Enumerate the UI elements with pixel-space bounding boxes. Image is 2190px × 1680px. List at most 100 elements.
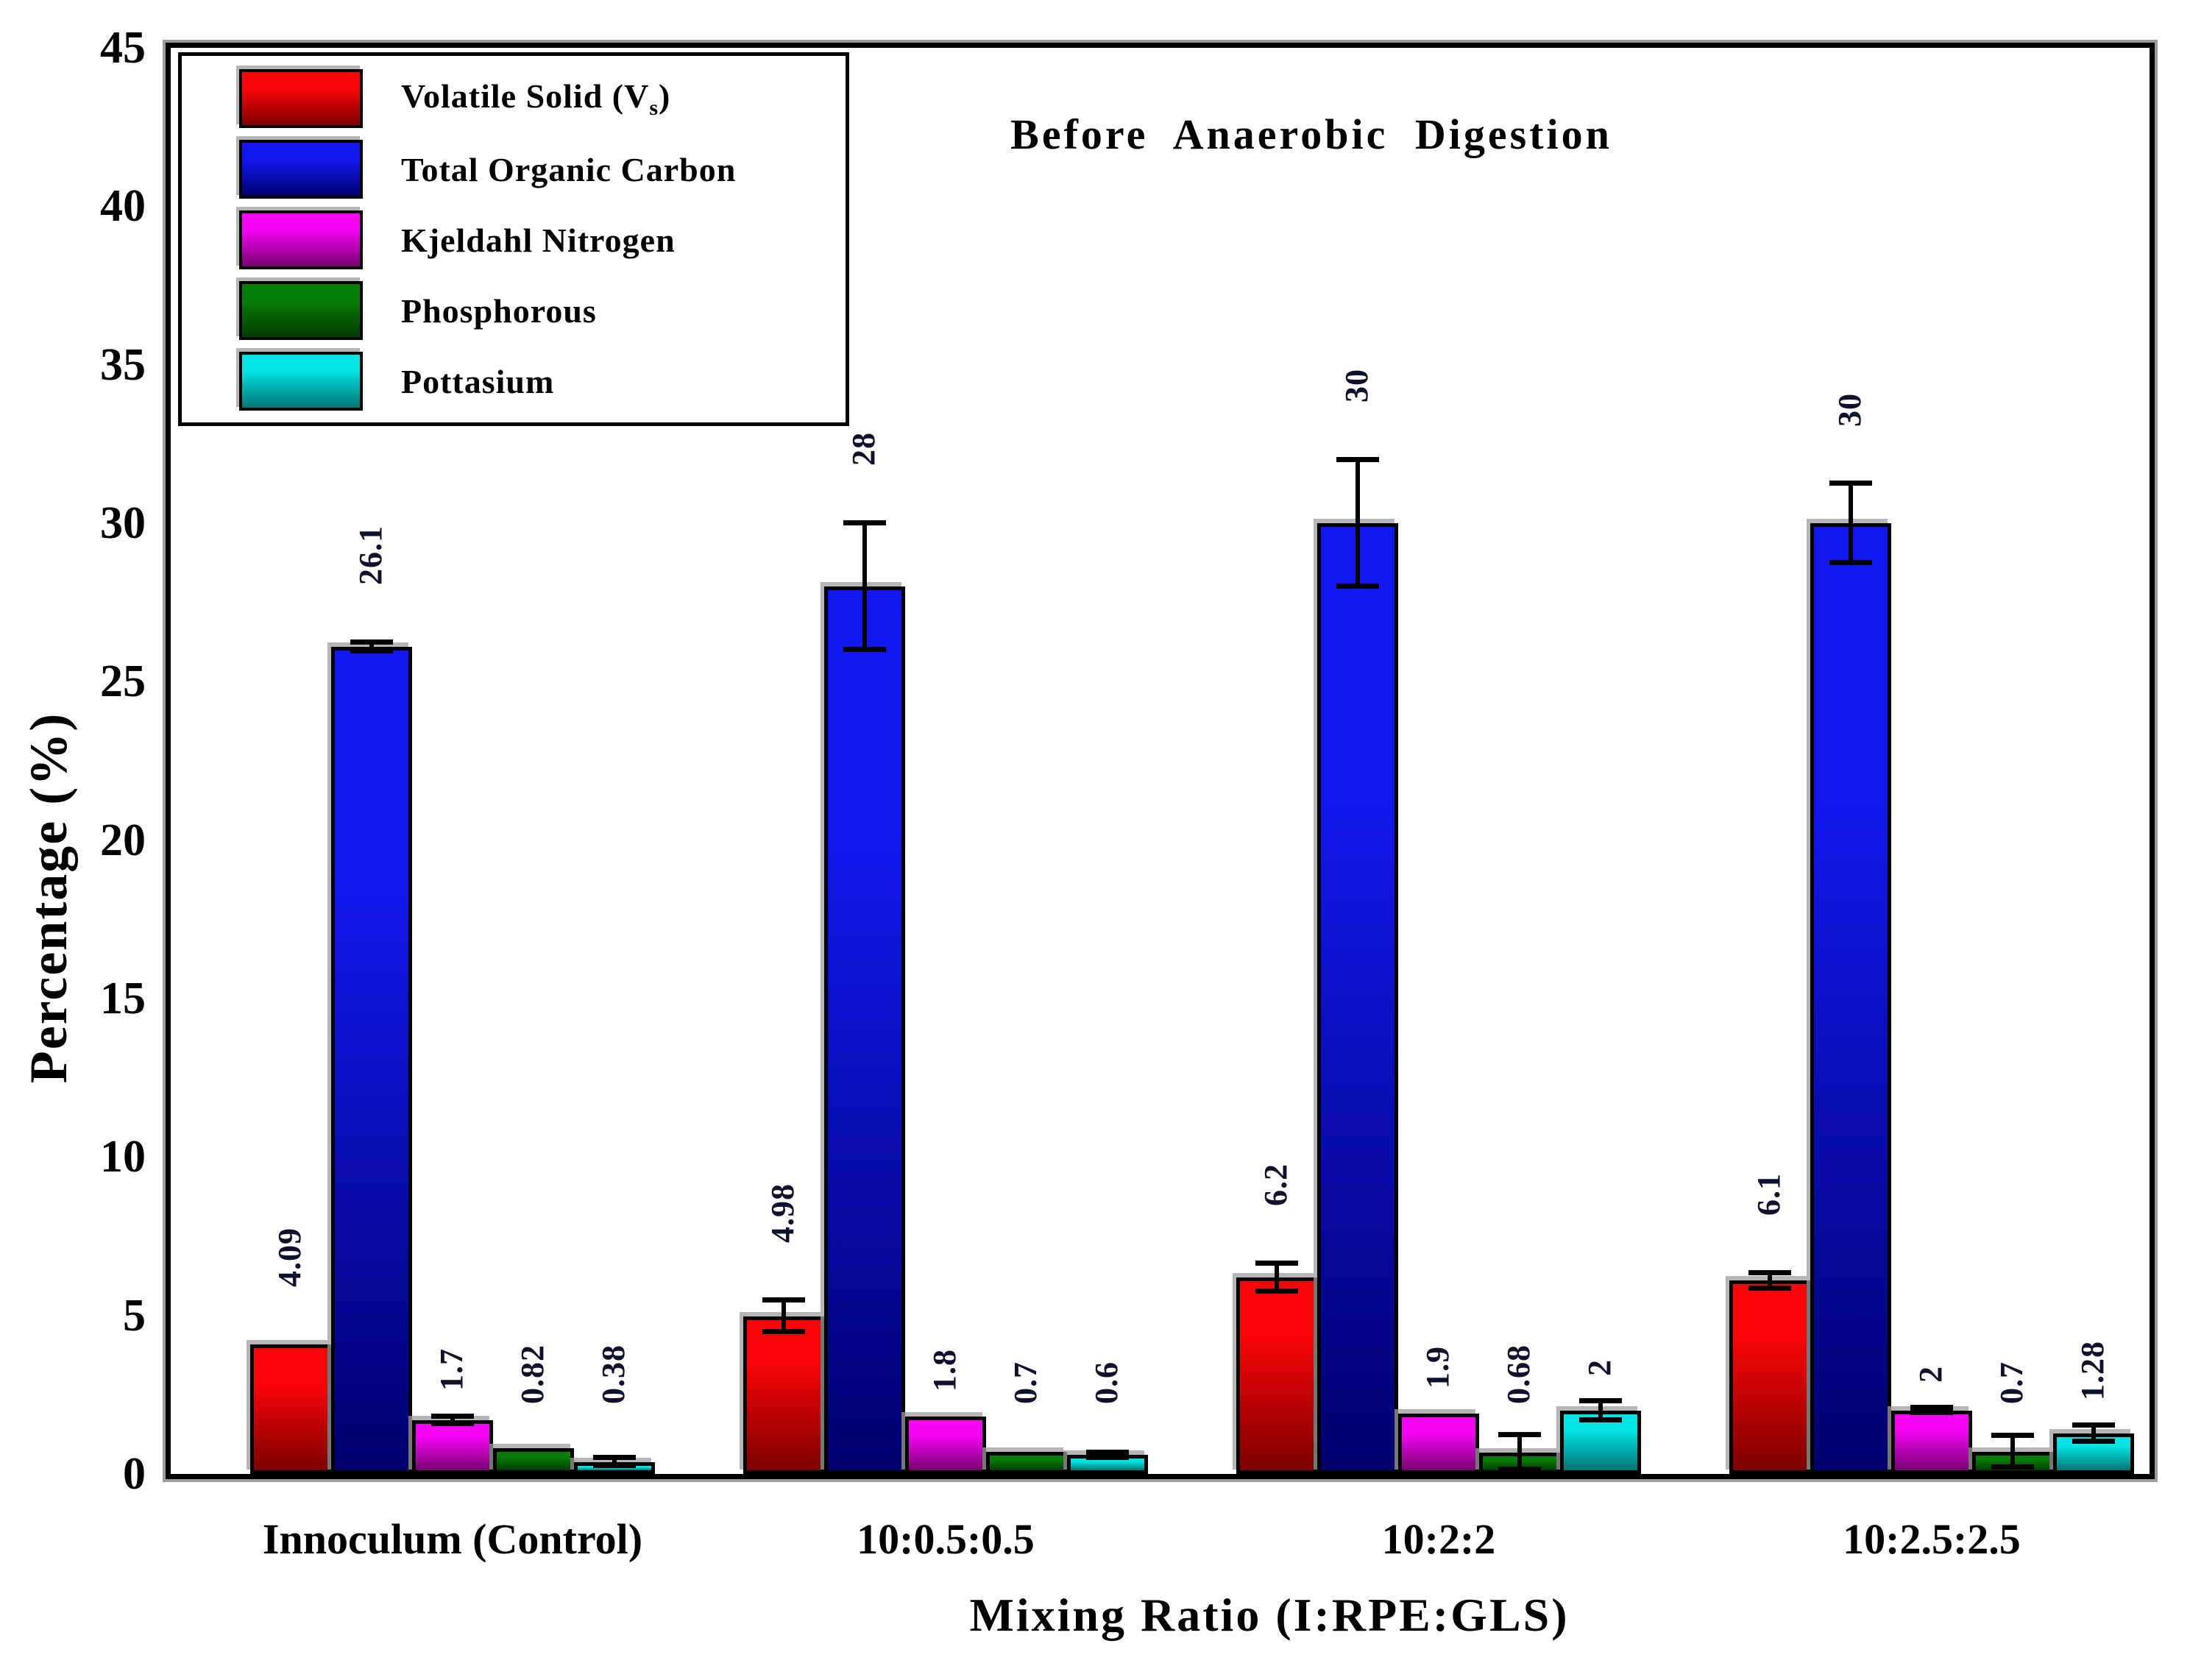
error-bar-cap (1086, 1449, 1129, 1455)
value-label: 0.38 (595, 1344, 631, 1405)
error-bar-cap (1336, 584, 1379, 589)
legend-item: Pottasium (182, 346, 846, 417)
error-bar-cap (593, 1462, 636, 1468)
error-bar-cap (1748, 1286, 1791, 1291)
legend-item: Kjeldahl Nitrogen (182, 205, 846, 275)
bar-volatile-solid-vs-1 (250, 1344, 331, 1474)
value-label: 0.7 (1007, 1361, 1043, 1405)
bar-volatile-solid-vs-4 (1729, 1280, 1810, 1474)
error-bar (862, 523, 867, 651)
bar-total-organic-carbon-2 (824, 586, 905, 1474)
value-label: 6.2 (1258, 1163, 1294, 1207)
bar-total-organic-carbon-1 (331, 646, 412, 1474)
error-bar (1275, 1263, 1279, 1292)
error-bar (2010, 1436, 2015, 1468)
error-bar-cap (1991, 1464, 2034, 1470)
legend-swatch-volatile-solid-vs (239, 69, 363, 128)
error-bar (369, 642, 374, 652)
x-category-label: Innoculum (Control) (262, 1515, 643, 1563)
error-bar (1598, 1400, 1603, 1420)
x-category-label: 10:2:2 (1381, 1515, 1496, 1563)
value-label: 4.98 (765, 1183, 801, 1244)
value-label: 4.09 (272, 1227, 308, 1288)
value-label: 0.6 (1088, 1361, 1124, 1405)
error-bar-cap (350, 648, 393, 654)
value-label: 1.8 (926, 1349, 963, 1392)
bar-kjeldahl-nitrogen-2 (905, 1417, 986, 1474)
bar-total-organic-carbon-3 (1317, 523, 1398, 1474)
error-bar (612, 1458, 617, 1466)
y-tick-label-25: 25 (100, 656, 146, 707)
legend-label: Pottasium (401, 362, 555, 400)
error-bar-cap (1829, 559, 1872, 565)
error-bar-cap (1910, 1410, 1953, 1416)
x-axis-title: Mixing Ratio (I:RPE:GLS) (969, 1589, 1570, 1641)
plot-frame: Before Anaerobic Digestion Volatile Soli… (163, 40, 2158, 1482)
error-bar (2091, 1425, 2096, 1442)
error-bar-cap (1991, 1433, 2034, 1439)
value-label: 1.7 (433, 1348, 469, 1392)
error-bar-cap (2072, 1438, 2115, 1444)
value-label: 0.82 (514, 1344, 550, 1405)
y-tick-label-0: 0 (123, 1449, 146, 1499)
value-label: 0.68 (1500, 1344, 1537, 1405)
bar-phosphorous-2 (986, 1451, 1067, 1474)
value-label: 6.1 (1751, 1173, 1787, 1216)
error-bar-cap (1829, 481, 1872, 486)
legend-swatch-kjeldahl-nitrogen (239, 210, 363, 269)
legend-item: Phosphorous (182, 275, 846, 346)
y-tick-label-40: 40 (100, 181, 146, 232)
bar-kjeldahl-nitrogen-4 (1891, 1410, 1972, 1474)
error-bar-cap (431, 1413, 474, 1419)
y-tick-label-20: 20 (100, 815, 146, 865)
legend-label: Kjeldahl Nitrogen (401, 221, 676, 259)
legend-label: Total Organic Carbon (401, 150, 737, 188)
value-label: 30 (1339, 369, 1375, 403)
error-bar-cap (1579, 1417, 1622, 1422)
value-label: 28 (846, 432, 882, 467)
value-label: 26.1 (352, 525, 389, 585)
bar-volatile-solid-vs-2 (743, 1316, 824, 1474)
y-tick-label-5: 5 (123, 1290, 146, 1341)
legend-swatch-phosphorous (239, 281, 363, 340)
legend-box: Volatile Solid (Vs) Total Organic Carbon K… (178, 52, 849, 426)
y-tick-label-30: 30 (100, 498, 146, 548)
error-bar (1849, 483, 1853, 563)
value-label: 2 (1913, 1365, 1949, 1383)
error-bar-cap (593, 1455, 636, 1461)
y-tick-label-10: 10 (100, 1132, 146, 1183)
error-bar-cap (843, 520, 886, 525)
x-category-label: 10:2.5:2.5 (1843, 1515, 2021, 1563)
error-bar-cap (1086, 1454, 1129, 1460)
y-tick-label-45: 45 (100, 23, 146, 73)
value-label: 2 (1581, 1358, 1617, 1376)
y-tick-label-15: 15 (100, 974, 146, 1024)
error-bar-cap (1579, 1397, 1622, 1403)
legend-label: Phosphorous (401, 291, 597, 330)
error-bar-cap (762, 1329, 805, 1335)
error-bar (1356, 459, 1360, 587)
error-bar-cap (350, 639, 393, 645)
bar-kjeldahl-nitrogen-1 (412, 1420, 493, 1474)
error-bar-cap (1255, 1289, 1298, 1294)
error-bar (1768, 1272, 1772, 1289)
legend-swatch-total-organic-carbon (239, 140, 363, 199)
error-bar-cap (431, 1420, 474, 1426)
value-label: 1.28 (2074, 1340, 2111, 1400)
error-bar-cap (1498, 1467, 1541, 1472)
bar-total-organic-carbon-4 (1810, 523, 1891, 1474)
value-label: 0.7 (1994, 1361, 2030, 1405)
legend-swatch-pottasium (239, 352, 363, 411)
error-bar-cap (1748, 1269, 1791, 1275)
error-bar-cap (2072, 1422, 2115, 1428)
legend-label: Volatile Solid (Vs) (401, 77, 671, 121)
error-bar-cap (1910, 1405, 1953, 1411)
error-bar (1517, 1435, 1522, 1470)
error-bar-cap (1498, 1432, 1541, 1438)
bar-kjeldahl-nitrogen-3 (1398, 1414, 1479, 1474)
chart-title: Before Anaerobic Digestion (1010, 110, 1612, 158)
error-bar-cap (1255, 1260, 1298, 1266)
error-bar (782, 1300, 786, 1333)
legend-item: Total Organic Carbon (182, 134, 846, 205)
x-category-label: 10:0.5:0.5 (857, 1515, 1035, 1563)
